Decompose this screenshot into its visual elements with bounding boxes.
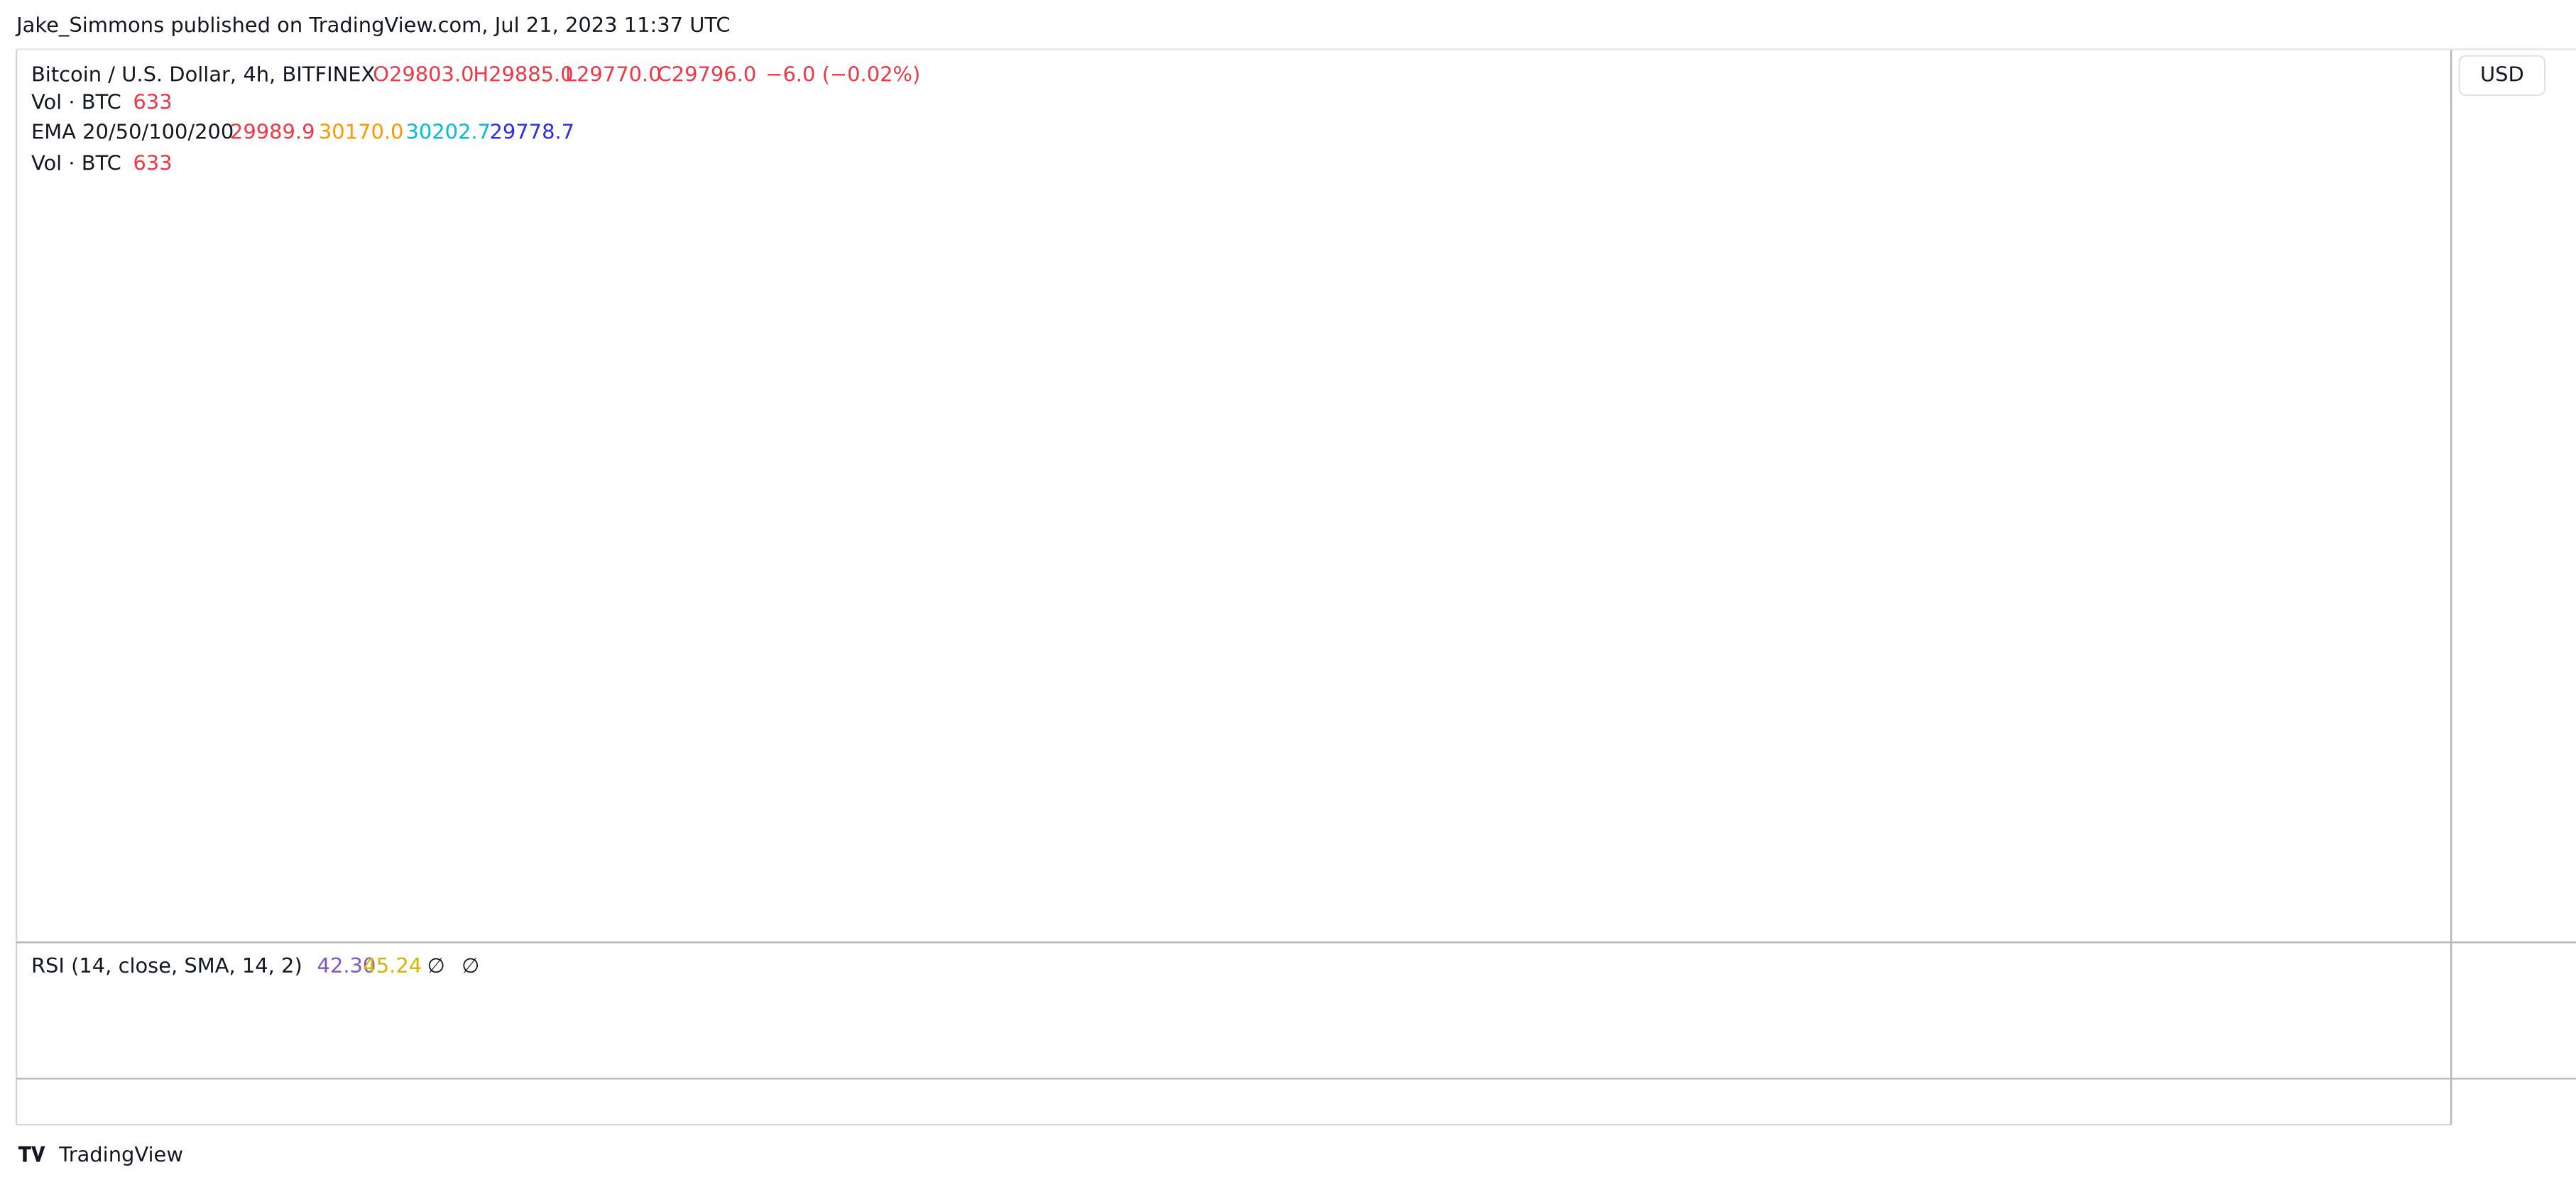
ema50-legend-value: 30170.0: [319, 119, 404, 143]
footer-logo: 𝐓𝐕: [18, 1142, 45, 1166]
volume-legend: Vol · BTC: [31, 151, 121, 175]
rsi-legend: RSI (14, close, SMA, 14, 2): [31, 953, 302, 978]
rsi-empty-mark: ∅: [427, 953, 445, 978]
symbol-title: Bitcoin / U.S. Dollar, 4h, BITFINEX: [31, 62, 375, 86]
frame: [15, 48, 2576, 1126]
publisher: Jake_Simmons published on TradingView.co…: [15, 13, 730, 37]
ohlc-close: C29796.0: [657, 62, 757, 86]
ema20-legend-value: 29989.9: [230, 119, 315, 143]
volume-legend-value: 633: [133, 151, 172, 175]
ema100-legend-value: 30202.7: [406, 119, 491, 143]
currency-button-box[interactable]: [2458, 55, 2546, 97]
footer: 𝐓𝐕 TradingView: [18, 1142, 183, 1166]
ohlc-open: O29803.0: [373, 62, 474, 86]
ema-legend: EMA 20/50/100/200: [31, 119, 234, 143]
footer-brand: TradingView: [58, 1142, 183, 1166]
volume-legend: Vol · BTC: [31, 90, 121, 114]
ohlc-change: −6.0 (−0.02%): [765, 62, 920, 86]
rsi-empty-mark: ∅: [462, 953, 479, 978]
rsi-legend-value: 42.30: [317, 953, 376, 978]
ema200-legend-value: 29778.7: [490, 119, 575, 143]
currency-button[interactable]: USD: [2458, 55, 2546, 97]
currency-button-label[interactable]: USD: [2480, 62, 2524, 86]
legend: Jake_Simmons published on TradingView.co…: [15, 13, 920, 978]
volume-legend-value: 633: [133, 90, 172, 114]
ohlc-low: L29770.0: [565, 62, 662, 86]
ohlc-high: H29885.0: [473, 62, 573, 86]
rsi-sma-legend-value: 45.24: [363, 953, 422, 978]
